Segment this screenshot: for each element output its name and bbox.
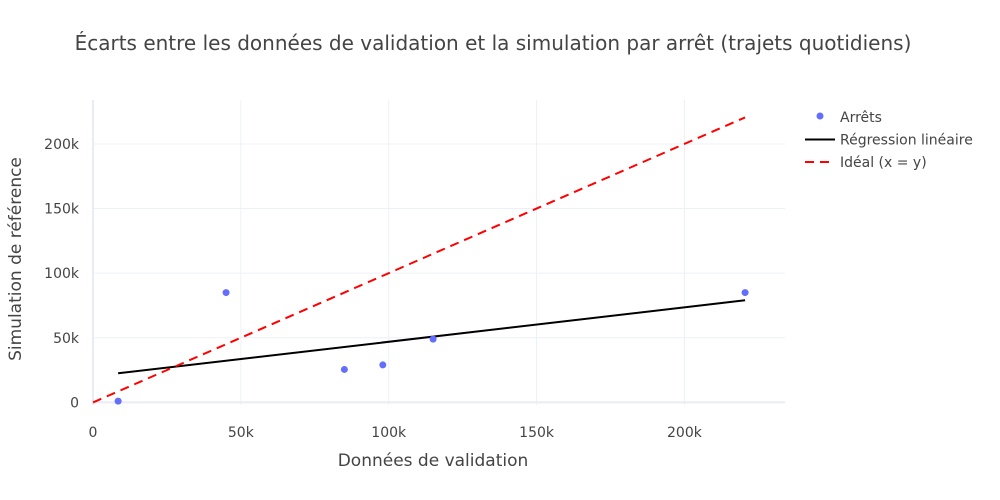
plot-area (92, 116, 749, 405)
y-tick-label: 0 (70, 395, 79, 411)
legend-marker-0 (816, 112, 824, 120)
x-axis-title: Données de validation (338, 451, 529, 471)
x-tick-label: 50k (228, 425, 255, 441)
data-point (741, 289, 749, 297)
legend-label-1: Régression linéaire (840, 133, 973, 149)
axis-ticks: 0 50k 100k 150k 200k 0 50k 100k 150k 200k (44, 137, 703, 441)
y-tick-label: 150k (44, 202, 80, 218)
y-tick-label: 200k (44, 137, 80, 153)
legend: Arrêts Régression linéaire Idéal (x = y) (805, 110, 973, 171)
data-point (429, 335, 437, 343)
x-tick-label: 100k (371, 425, 407, 441)
y-axis-title: Simulation de référence (6, 157, 26, 361)
x-tick-label: 150k (519, 425, 555, 441)
y-tick-label: 50k (53, 331, 80, 347)
y-tick-label: 100k (44, 266, 80, 282)
data-point (222, 289, 230, 297)
legend-label-2: Idéal (x = y) (840, 155, 927, 171)
data-point (340, 365, 348, 373)
data-point (379, 361, 387, 369)
grid (92, 100, 785, 405)
x-tick-label: 0 (89, 425, 98, 441)
chart-title: Écarts entre les données de validation e… (75, 31, 912, 55)
series-line-2 (92, 116, 746, 404)
data-point (114, 397, 122, 405)
x-tick-label: 200k (667, 425, 703, 441)
legend-label-0: Arrêts (840, 110, 882, 126)
